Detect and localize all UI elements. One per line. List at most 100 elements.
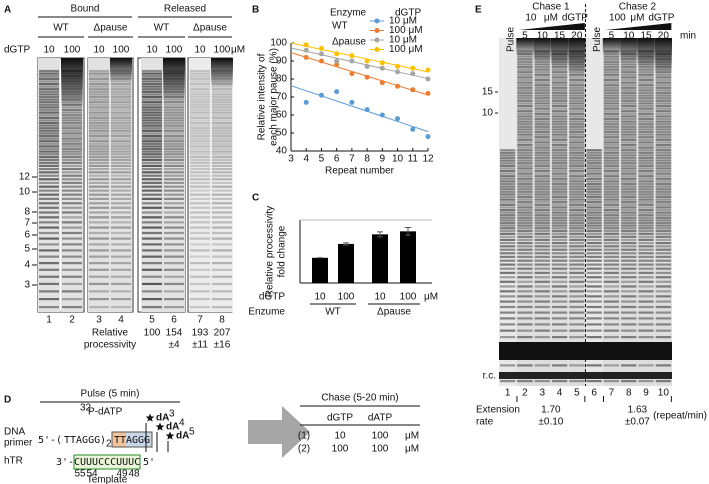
gel-band	[621, 285, 637, 288]
gel-band	[655, 201, 671, 204]
gel-band	[586, 156, 602, 160]
gel-band	[603, 238, 620, 241]
gel-band	[621, 63, 637, 66]
gel-band	[569, 276, 585, 279]
gel-band	[164, 181, 184, 185]
gel-band	[621, 141, 637, 144]
gel-band	[89, 114, 109, 117]
gel-band	[534, 125, 550, 128]
gel-band	[603, 190, 620, 193]
gel-band	[62, 181, 82, 185]
gel-band	[62, 119, 82, 122]
gel-band	[164, 164, 184, 167]
concentration: 100	[113, 45, 130, 56]
gel-band	[500, 182, 516, 186]
gel-band	[638, 68, 654, 71]
gel-band	[164, 142, 184, 145]
gel-band	[534, 149, 550, 152]
gel-band	[517, 115, 533, 118]
gel-band	[655, 94, 671, 97]
gel-band	[500, 167, 516, 170]
gel-band	[638, 336, 654, 339]
gel-band	[655, 81, 671, 84]
gel-band	[638, 102, 654, 105]
gel-band	[638, 195, 654, 199]
gel-band	[621, 276, 637, 279]
gel-band	[569, 159, 585, 162]
gel-band	[638, 94, 654, 97]
gel-band	[517, 201, 533, 204]
gel-band	[39, 275, 59, 278]
gel-smear	[61, 58, 83, 108]
gel-band	[89, 237, 109, 240]
gel-band	[517, 263, 533, 266]
gel-band	[534, 78, 550, 82]
gel-band	[212, 275, 232, 278]
gel-band	[111, 108, 131, 112]
added-base: dA	[166, 422, 179, 433]
processivity-value: 100	[144, 328, 161, 339]
gel-band	[500, 295, 516, 298]
gel-band	[655, 182, 671, 186]
gel-band	[551, 141, 568, 144]
gel-band	[89, 98, 109, 101]
gel-band	[534, 252, 550, 255]
gel-band	[89, 75, 109, 78]
gel-band	[142, 129, 162, 132]
gel-band	[517, 71, 533, 74]
gel-band	[39, 216, 59, 219]
gel-band	[551, 235, 568, 238]
gel-band	[517, 104, 533, 108]
gel-band	[586, 227, 602, 230]
gel-band	[517, 73, 533, 76]
gel-band	[551, 245, 568, 248]
panel-label: E	[475, 5, 482, 16]
gel-band	[62, 145, 82, 148]
gel-band	[638, 76, 654, 79]
gel-band	[551, 229, 568, 233]
gel-band	[89, 134, 109, 138]
gel-band	[534, 271, 550, 274]
pulse-label: Pulse	[505, 27, 516, 52]
gel-band	[111, 88, 131, 91]
gel-band	[569, 364, 585, 367]
processivity-error: ±4	[168, 340, 179, 351]
lane-number: 9	[643, 388, 649, 399]
gel-band	[111, 206, 131, 209]
gel-band	[190, 185, 210, 188]
gel-smear	[620, 38, 638, 62]
gel-band	[517, 248, 533, 251]
gel-band	[638, 162, 654, 165]
chase-unit: μM	[544, 13, 558, 24]
gel-band	[621, 91, 637, 95]
gel-band	[62, 137, 82, 140]
gel-band	[655, 252, 671, 255]
gel-band	[551, 214, 568, 217]
gel-band	[569, 235, 585, 238]
gel-band	[655, 102, 671, 105]
gel-band	[534, 195, 550, 199]
data-point	[364, 63, 370, 69]
gel-band	[655, 364, 671, 367]
gel-band	[621, 149, 637, 152]
bar	[372, 234, 388, 283]
y-axis-label: each major pause (%)	[269, 48, 280, 146]
gel-band	[586, 276, 602, 279]
gel-band	[603, 182, 620, 186]
gel-band	[638, 159, 654, 162]
gel-band	[569, 198, 585, 201]
gel-band	[89, 132, 109, 135]
gel-band	[638, 146, 654, 149]
concentration: 10	[43, 45, 55, 56]
gel-band	[190, 90, 210, 93]
gel-band	[638, 229, 654, 233]
rate-value: 1.63	[628, 405, 648, 416]
data-point	[425, 67, 431, 73]
gel-band	[638, 290, 654, 293]
gel-band	[551, 195, 568, 199]
gel-band	[551, 201, 568, 204]
gel-band	[212, 255, 232, 258]
gel-band	[569, 81, 585, 84]
gel-band	[569, 216, 585, 219]
